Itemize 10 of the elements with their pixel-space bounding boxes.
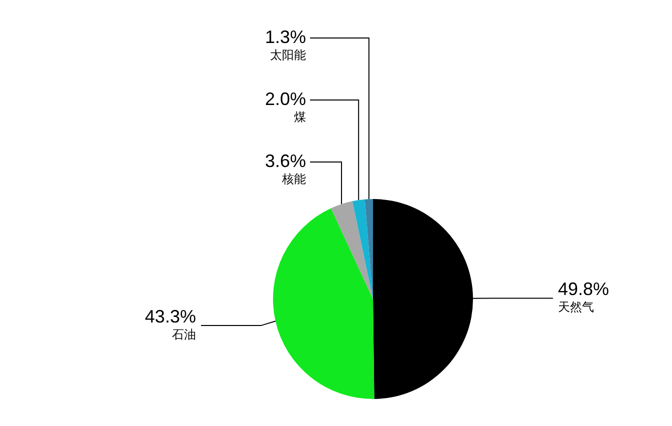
slice-label: 核能 bbox=[281, 172, 306, 186]
data-label: 3.6% bbox=[264, 151, 306, 171]
data-label: 43.3% bbox=[144, 306, 196, 327]
data-label: 2.0% bbox=[264, 89, 306, 109]
slice-label: 天然气 bbox=[558, 300, 594, 314]
data-label: 1.3% bbox=[264, 27, 306, 47]
slice-label: 太阳能 bbox=[270, 48, 306, 62]
slice-label: 石油 bbox=[172, 328, 196, 342]
data-label: 49.8% bbox=[558, 279, 610, 300]
slice-label: 煤 bbox=[294, 110, 306, 124]
